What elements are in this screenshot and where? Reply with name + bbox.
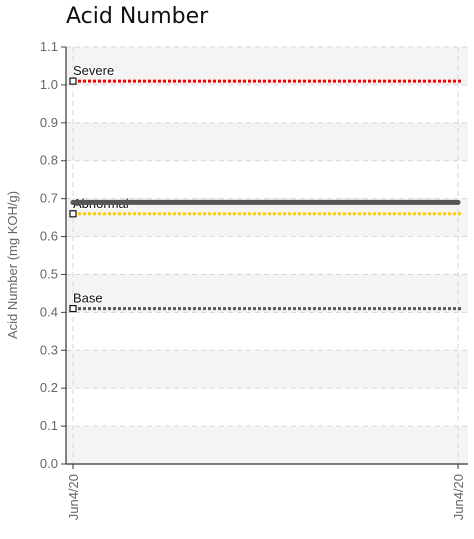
plot-background-bands <box>66 47 468 464</box>
plot-band <box>66 426 468 464</box>
grid-lines <box>66 46 468 464</box>
y-axis-title: Acid Number (mg KOH/g) <box>5 191 20 339</box>
plot-band <box>66 47 468 85</box>
y-tick-label: 0.8 <box>40 153 58 168</box>
chart-title: Acid Number <box>66 4 209 29</box>
y-tick-label: 0.9 <box>40 115 58 130</box>
y-tick-labels: 0.0 0.1 0.2 0.3 0.4 0.5 0.6 0.7 0.8 0.9 1.0 1.1 <box>40 39 58 471</box>
reference-label-severe: Severe <box>73 63 114 78</box>
plot-band <box>66 122 468 161</box>
plot-band <box>66 198 468 237</box>
reference-marker-abnormal <box>69 210 77 218</box>
plot-band <box>66 350 468 389</box>
y-tick-label: 0.3 <box>40 342 58 357</box>
y-tick-label: 0.7 <box>40 191 58 206</box>
x-tick-label: Jun4/20 <box>451 474 466 520</box>
series-point <box>455 199 461 205</box>
y-tick-label: 1.0 <box>40 77 58 92</box>
x-tick-labels: Jun4/20 Jun4/20 <box>66 474 466 520</box>
y-tick-label: 0.1 <box>40 418 58 433</box>
y-tick-label: 0.5 <box>40 266 58 281</box>
y-tick-label: 1.1 <box>40 39 58 54</box>
y-tick-label: 0.2 <box>40 380 58 395</box>
y-tick-label: 0.4 <box>40 304 58 319</box>
plot-band <box>66 274 468 313</box>
y-tick-label: 0.0 <box>40 456 58 471</box>
series-point <box>70 199 76 205</box>
reference-marker-severe <box>69 77 77 85</box>
axes <box>61 46 468 469</box>
y-tick-label: 0.6 <box>40 229 58 244</box>
data-series <box>70 199 461 205</box>
x-tick-label: Jun4/20 <box>66 474 81 520</box>
reference-label-base: Base <box>73 291 103 306</box>
reference-marker-base <box>69 304 77 313</box>
